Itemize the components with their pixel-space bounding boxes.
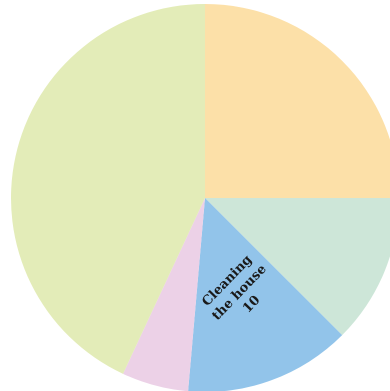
pie-slices: [11, 4, 390, 391]
pie-slice-3: [123, 198, 205, 391]
pie-slice-0: [205, 4, 390, 198]
pie-slice-1: [205, 198, 390, 336]
pie-slice-4: [11, 4, 206, 374]
pie-slice-2: [188, 198, 343, 391]
